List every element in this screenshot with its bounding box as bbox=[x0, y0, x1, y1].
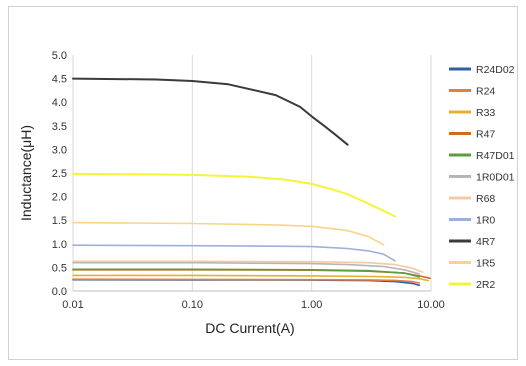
x-tick-label: 1.00 bbox=[301, 299, 322, 311]
inductance-chart: 0.01 0.10 1.00 10.00 0.0 0.5 1.0 1.5 2.0 2.5 3.0 3.… bbox=[18, 50, 515, 336]
legend-label-r33: R33 bbox=[476, 107, 495, 119]
series-line-2r2 bbox=[72, 172, 397, 218]
legend-label-r47: R47 bbox=[476, 129, 495, 141]
y-tick-label: 5.0 bbox=[52, 50, 67, 62]
legend-label-4r7: 4R7 bbox=[476, 236, 495, 248]
y-tick-label: 4.5 bbox=[52, 74, 67, 86]
tick-labels: 0.01 0.10 1.00 10.00 0.0 0.5 1.0 1.5 2.0 2.5 3.0 3.… bbox=[52, 50, 445, 311]
x-axis-title: DC Current(A) bbox=[205, 320, 294, 336]
y-tick-label: 1.0 bbox=[52, 239, 67, 251]
series-line-r33 bbox=[72, 274, 430, 282]
y-tick-label: 4.0 bbox=[52, 97, 67, 109]
y-tick-label: 0.0 bbox=[52, 286, 67, 298]
y-tick-label: 2.5 bbox=[52, 168, 67, 180]
chart-frame: 0.01 0.10 1.00 10.00 0.0 0.5 1.0 1.5 2.0 2.5 3.0 3.… bbox=[8, 6, 518, 360]
legend-label-r24d02: R24D02 bbox=[476, 64, 515, 76]
legend-label-1r0: 1R0 bbox=[476, 215, 495, 227]
legend-label-r47d01: R47D01 bbox=[476, 150, 515, 162]
series-line-1r0d01 bbox=[72, 261, 421, 275]
y-tick-label: 1.5 bbox=[52, 215, 67, 227]
legend-label-1r5: 1R5 bbox=[476, 258, 495, 270]
series-line-r24 bbox=[72, 278, 421, 284]
legend-label-r24: R24 bbox=[476, 86, 495, 98]
series-line-1r5 bbox=[72, 221, 385, 246]
y-tick-label: 3.0 bbox=[52, 144, 67, 156]
legend-label-1r0d01: 1R0D01 bbox=[476, 172, 515, 184]
x-tick-label: 10.00 bbox=[417, 299, 445, 311]
legend: R24D02 R24 R33 R47 R47D01 1R0D01 R68 1R0 4R7 1R5 2… bbox=[449, 64, 515, 291]
y-tick-label: 3.5 bbox=[52, 121, 67, 133]
x-tick-label: 0.01 bbox=[62, 299, 83, 311]
y-tick-label: 0.5 bbox=[52, 262, 67, 274]
legend-label-r68: R68 bbox=[476, 193, 495, 205]
legend-label-2r2: 2R2 bbox=[476, 279, 495, 291]
series-line-1r0 bbox=[72, 244, 396, 262]
grid-lines bbox=[72, 55, 432, 292]
y-axis-title: Inductance(μH) bbox=[18, 125, 34, 221]
series-lines bbox=[72, 77, 431, 287]
series-line-r47d01 bbox=[72, 268, 421, 278]
series-line-r68 bbox=[72, 260, 424, 273]
x-tick-label: 0.10 bbox=[182, 299, 203, 311]
y-tick-label: 2.0 bbox=[52, 192, 67, 204]
series-line-4r7 bbox=[72, 77, 349, 146]
